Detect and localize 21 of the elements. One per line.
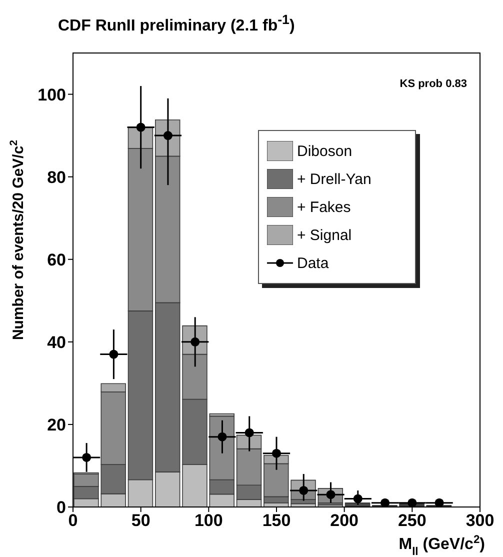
y-tick-label: 60 bbox=[47, 250, 66, 270]
legend-label: Diboson bbox=[297, 142, 352, 160]
x-tick-label: 200 bbox=[330, 511, 359, 530]
x-tick-label: 50 bbox=[131, 511, 150, 530]
legend-label: + Fakes bbox=[297, 198, 351, 216]
x-tick-label: 150 bbox=[262, 511, 291, 530]
y-tick-label: 80 bbox=[47, 168, 66, 187]
y-tick-label: 20 bbox=[47, 415, 66, 434]
legend-label: + Signal bbox=[297, 226, 352, 244]
x-tick-label: 100 bbox=[194, 511, 223, 530]
legend-label: + Drell-Yan bbox=[297, 170, 372, 188]
x-axis-title: M$_{ll}$ (GeV/c$^{2}$) bbox=[398, 534, 485, 557]
x-tick-label: 0 bbox=[68, 511, 78, 530]
legend-label: Data bbox=[297, 254, 329, 272]
y-tick-label: 100 bbox=[38, 85, 66, 104]
x-tick-label: 250 bbox=[398, 511, 426, 530]
y-tick-label: 0 bbox=[56, 498, 66, 518]
x-tick-label: 300 bbox=[466, 511, 494, 530]
y-tick-label: 40 bbox=[47, 332, 66, 352]
annotation: KS prob 0.83 bbox=[400, 78, 467, 90]
chart-title: CDF RunII preliminary (2.1 fb$^{-1}$) bbox=[58, 12, 295, 36]
